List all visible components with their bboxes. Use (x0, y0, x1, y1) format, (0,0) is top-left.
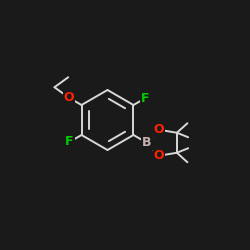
Text: O: O (154, 149, 164, 162)
Text: O: O (64, 91, 74, 104)
Text: F: F (65, 136, 74, 148)
Text: B: B (142, 136, 152, 149)
Text: O: O (154, 123, 164, 136)
Text: F: F (141, 92, 150, 104)
